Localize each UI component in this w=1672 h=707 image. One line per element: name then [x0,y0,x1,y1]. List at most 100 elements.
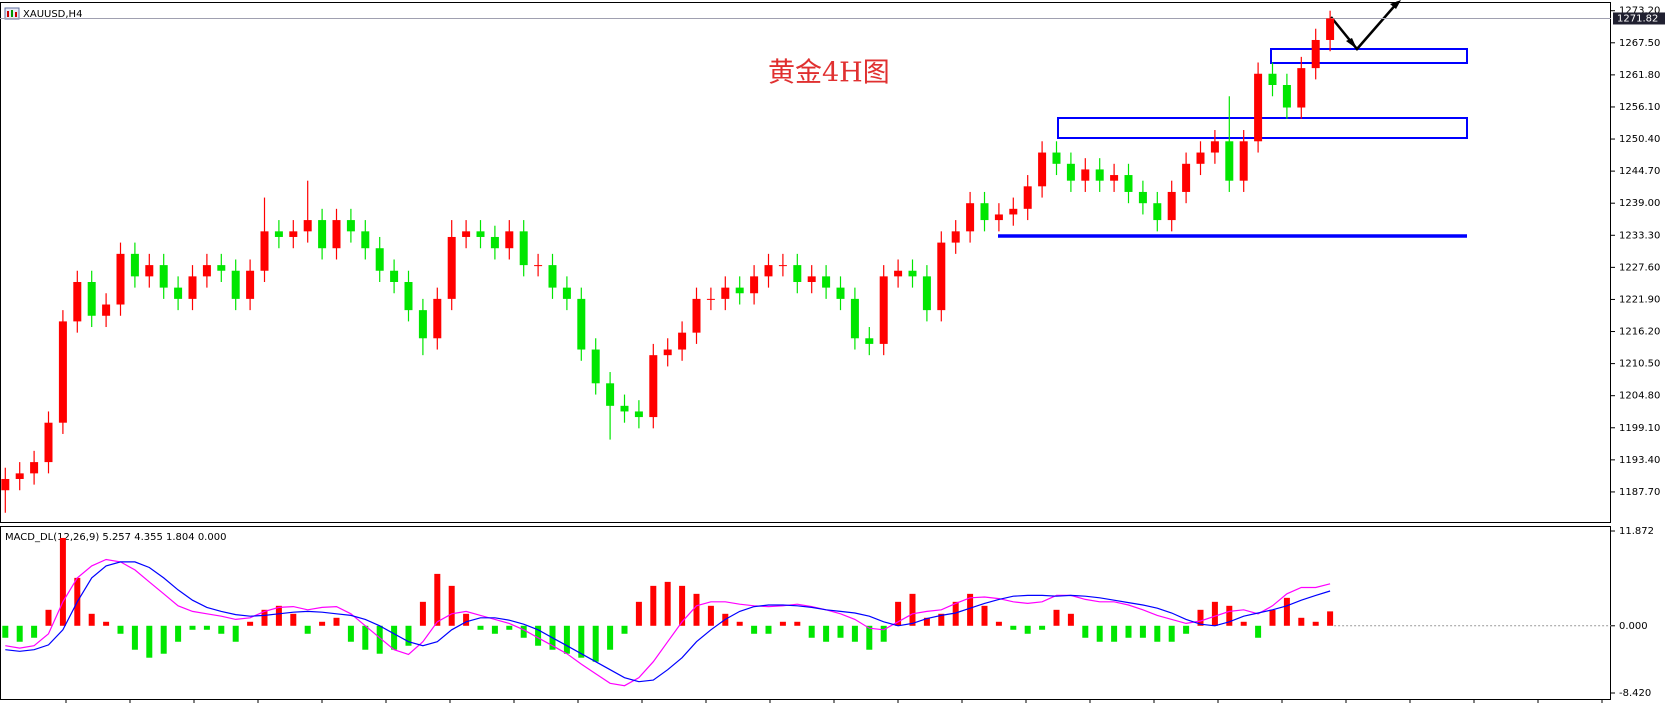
y-tick-label: 1210.50 [1619,359,1660,370]
histogram-bar [376,625,383,654]
histogram-bar [1111,625,1118,642]
candle-body [980,203,989,221]
candle-body [174,287,183,299]
y-tick-label: 1193.40 [1619,455,1660,466]
candle-body [476,231,485,237]
histogram-bar [304,625,311,634]
candle-body [706,298,715,300]
histogram-bar [535,625,542,646]
histogram-bar [175,625,182,642]
histogram-bar [2,625,9,638]
histogram-bar [1168,625,1175,642]
histogram-bar [621,625,628,634]
candle-body [548,265,557,288]
histogram-bar [1211,601,1218,626]
histogram-bar [837,625,844,638]
histogram-bar [448,585,455,626]
histogram-bar [866,625,873,650]
candle-body [1225,141,1234,181]
candle-body [951,231,960,243]
zone-box [1057,117,1468,139]
histogram-bar [1240,621,1247,626]
candle-body [1023,186,1032,209]
histogram-bar [578,625,585,658]
histogram-bar [707,605,714,626]
candle-body [490,236,499,249]
candle-body [404,281,413,311]
histogram-bar [693,593,700,626]
candle-body [15,473,24,479]
y-tick-label: 1250.40 [1619,134,1660,145]
candle-body [519,231,528,266]
histogram-bar [1082,625,1089,638]
candle-body [217,265,226,271]
candle-body [1,478,10,491]
candle-body [1268,73,1277,86]
candle-body [462,231,471,237]
histogram-bar [1327,611,1334,626]
candle-body [807,276,816,282]
histogram-bar [247,621,254,626]
histogram-bar [391,625,398,650]
zone-box [1270,48,1468,64]
candle-body [447,236,456,299]
histogram-bar [146,625,153,658]
candle-body [318,220,327,249]
candle-body [1052,152,1061,164]
histogram-bar [419,601,426,626]
histogram-bar [1096,625,1103,642]
candle-body [778,265,787,267]
annotations [998,0,1468,238]
candle-body [922,276,931,311]
candle-body [361,231,370,249]
candle-body [562,287,571,299]
histogram-bar [1183,625,1190,634]
histogram-bar [1197,609,1204,626]
histogram-bar [506,625,513,630]
candle-body [577,298,586,350]
candle-body [1196,152,1205,164]
signal-line [5,561,1331,683]
histogram-bar [880,625,887,642]
candle-body [289,231,298,237]
histogram-bar [938,613,945,626]
histogram-bar [664,581,671,626]
candle-body [231,270,240,299]
histogram-bar [635,601,642,626]
candle-body [332,220,341,249]
histogram-bar [117,625,124,634]
candle-body [836,287,845,299]
y-tick-label: 1199.10 [1619,423,1660,434]
candle-body [1311,39,1320,69]
histogram-bar [1039,625,1046,630]
y-tick-label: 11.872 [1619,526,1654,537]
histogram-bar [218,625,225,634]
y-tick-label: 1273.20 [1619,6,1660,17]
candle-body [1210,141,1219,153]
candle-body [908,270,917,277]
symbol-icon [4,7,20,20]
candle-body [44,422,53,463]
histogram-bar [1269,609,1276,626]
histogram-bar [1067,613,1074,626]
histogram-bar [261,609,268,626]
last-price-box [1613,12,1665,25]
last-price-label: 1271.82 [1617,13,1658,24]
candle-body [303,220,312,232]
candle-body [390,270,399,282]
histogram-bar [131,625,138,650]
histogram-bar [232,625,239,642]
candle-body [894,270,903,277]
candle-body [346,220,355,232]
histogram-bar [751,625,758,634]
chart-title: XAUUSD,H4 [23,9,82,20]
candle-body [130,253,139,277]
histogram-bar [1139,625,1146,638]
y-tick-label: 0.000 [1619,621,1648,632]
y-tick-label: 1239.00 [1619,198,1660,209]
histogram-bar [434,573,441,626]
candle-body [735,287,744,294]
candle-body [721,287,730,299]
candle-body [879,276,888,344]
candle-body [649,355,658,418]
